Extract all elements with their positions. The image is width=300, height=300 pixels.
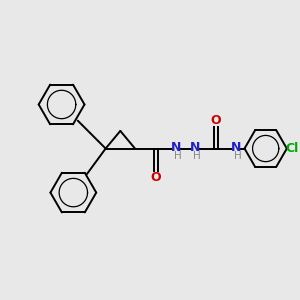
Text: O: O [210,113,221,127]
Text: N: N [190,141,200,154]
Text: H: H [193,151,200,161]
Text: O: O [150,170,161,184]
Text: H: H [174,151,182,161]
Text: Cl: Cl [286,142,299,155]
Text: N: N [171,141,181,154]
Text: H: H [234,151,242,161]
Text: N: N [231,141,242,154]
